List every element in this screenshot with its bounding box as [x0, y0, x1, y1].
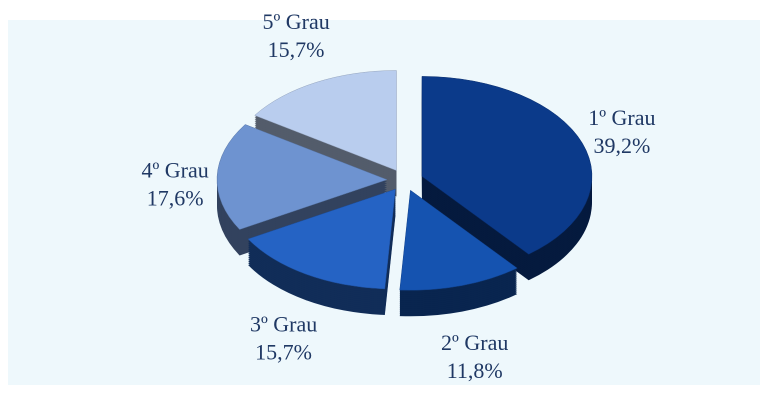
slice-value-label: 15,7% — [268, 37, 325, 62]
slice-value-label: 17,6% — [147, 186, 204, 211]
slice — [216, 124, 388, 230]
slice-label: 2º Grau — [441, 330, 508, 355]
slice-label: 5º Grau — [262, 9, 329, 34]
slice-value-label: 39,2% — [593, 133, 650, 158]
slice — [247, 188, 396, 290]
slice-label: 1º Grau — [588, 105, 655, 130]
slice-value-label: 11,8% — [447, 358, 503, 383]
slice-label: 3º Grau — [250, 312, 317, 337]
slice — [254, 70, 397, 171]
slice — [399, 189, 518, 291]
slice-label: 4º Grau — [141, 158, 208, 183]
slice — [421, 76, 593, 255]
slice-value-label: 15,7% — [255, 340, 312, 365]
